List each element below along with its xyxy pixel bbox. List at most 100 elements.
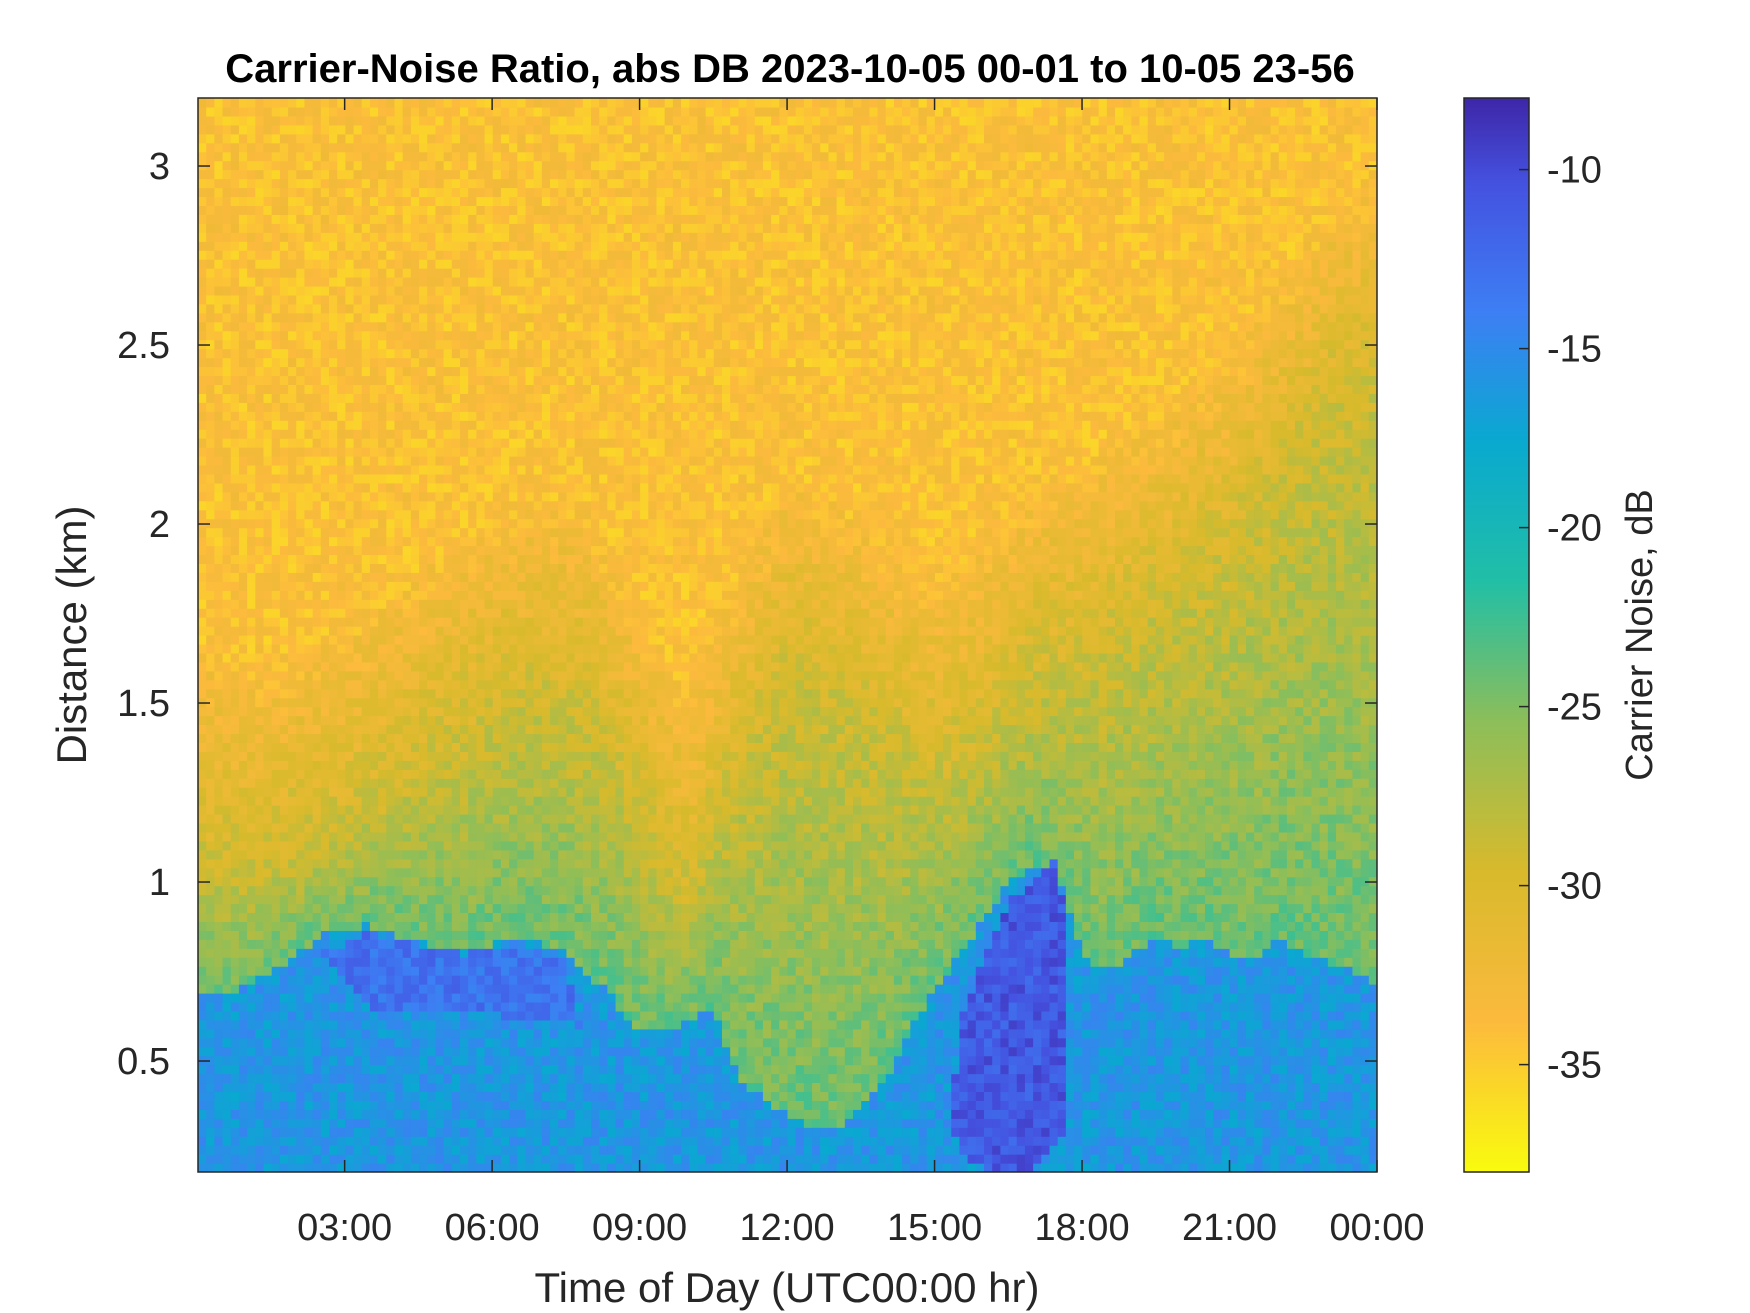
heatmap-cell <box>312 858 322 869</box>
heatmap-cell <box>361 133 371 144</box>
heatmap-cell <box>378 1037 387 1048</box>
heatmap-cell <box>312 420 322 430</box>
heatmap-cell <box>484 384 494 394</box>
heatmap-cell <box>394 482 404 493</box>
heatmap-cell <box>238 393 248 403</box>
heatmap-cell <box>419 268 428 278</box>
heatmap-cell <box>525 1118 535 1128</box>
heatmap-cell <box>378 473 387 484</box>
heatmap-cell <box>533 1073 543 1084</box>
heatmap-cell <box>279 849 289 860</box>
heatmap-cell <box>509 948 518 958</box>
heatmap-cell <box>255 724 265 735</box>
heatmap-cell <box>492 742 502 752</box>
heatmap-cell <box>435 1136 445 1146</box>
heatmap-cell <box>419 894 428 905</box>
heatmap-cell <box>460 1037 469 1048</box>
heatmap-cell <box>435 321 445 332</box>
heatmap-cell <box>230 1127 240 1137</box>
heatmap-cell <box>337 787 346 797</box>
heatmap-cell <box>279 482 289 493</box>
heatmap-cell <box>206 1046 215 1057</box>
heatmap-cell <box>386 867 396 878</box>
heatmap-cell <box>238 1055 248 1066</box>
heatmap-cell <box>263 473 273 484</box>
heatmap-cell <box>271 187 281 198</box>
heatmap-cell <box>238 366 248 377</box>
heatmap-cell <box>230 1163 240 1172</box>
heatmap-cell <box>419 330 428 341</box>
heatmap-cell <box>206 205 215 215</box>
heatmap-cell <box>361 115 371 126</box>
heatmap-cell <box>517 545 527 556</box>
heatmap-cell <box>476 321 486 332</box>
heatmap-cell <box>361 643 371 654</box>
heatmap-cell <box>419 223 428 233</box>
heatmap-cell <box>386 742 396 752</box>
heatmap-cell <box>443 751 453 761</box>
heatmap-cell <box>500 733 510 743</box>
heatmap-cell <box>279 840 289 851</box>
heatmap-cell <box>476 250 486 260</box>
heatmap-cell <box>386 1046 396 1057</box>
heatmap-cell <box>419 796 428 806</box>
heatmap-cell <box>198 805 207 815</box>
heatmap-cell <box>337 921 346 931</box>
heatmap-cell <box>279 223 289 233</box>
heatmap-cell <box>435 733 445 743</box>
heatmap-cell <box>247 894 256 905</box>
heatmap-cell <box>255 572 265 582</box>
heatmap-cell <box>386 885 396 896</box>
heatmap-cell <box>484 366 494 377</box>
heatmap-cell <box>443 814 453 824</box>
heatmap-cell <box>312 626 322 636</box>
heatmap-cell <box>484 187 494 198</box>
heatmap-cell <box>369 751 379 761</box>
heatmap-cell <box>345 688 355 699</box>
heatmap-cell <box>271 464 281 475</box>
heatmap-cell <box>296 232 306 242</box>
heatmap-cell <box>500 643 510 654</box>
heatmap-cell <box>320 867 330 878</box>
heatmap-cell <box>238 348 248 359</box>
heatmap-cell <box>263 268 273 278</box>
heatmap-cell <box>517 348 527 359</box>
heatmap-cell <box>263 1064 273 1075</box>
heatmap-cell <box>337 1145 346 1155</box>
heatmap-cell <box>353 805 363 815</box>
heatmap-cell <box>329 742 338 752</box>
heatmap-cell <box>304 724 314 735</box>
heatmap-cell <box>460 438 469 448</box>
heatmap-cell <box>517 590 527 600</box>
heatmap-cell <box>230 509 240 520</box>
heatmap-cell <box>214 867 224 878</box>
heatmap-cell <box>361 894 371 905</box>
heatmap-cell <box>443 554 453 564</box>
heatmap-cell <box>304 608 314 618</box>
heatmap-cell <box>345 769 355 779</box>
heatmap-cell <box>435 697 445 708</box>
heatmap-cell <box>263 1109 273 1119</box>
heatmap-cell <box>304 814 314 824</box>
heatmap-cell <box>206 984 215 994</box>
heatmap-cell <box>288 1118 297 1128</box>
heatmap-cell <box>304 339 314 350</box>
heatmap-cell <box>369 366 379 377</box>
heatmap-cell <box>238 652 248 663</box>
heatmap-cell <box>402 491 412 502</box>
heatmap-cell <box>329 1127 338 1137</box>
heatmap-cell <box>517 769 527 779</box>
heatmap-cell <box>312 285 322 296</box>
heatmap-cell <box>230 464 240 475</box>
heatmap-cell <box>509 885 518 896</box>
heatmap-cell <box>427 1109 437 1119</box>
heatmap-cell <box>255 303 265 314</box>
heatmap-cell <box>394 635 404 645</box>
heatmap-cell <box>353 214 363 224</box>
heatmap-cell <box>435 876 445 887</box>
heatmap-cell <box>443 626 453 636</box>
heatmap-cell <box>476 1091 486 1101</box>
heatmap-cell <box>222 491 232 502</box>
heatmap-cell <box>427 312 437 323</box>
heatmap-cell <box>361 939 371 949</box>
